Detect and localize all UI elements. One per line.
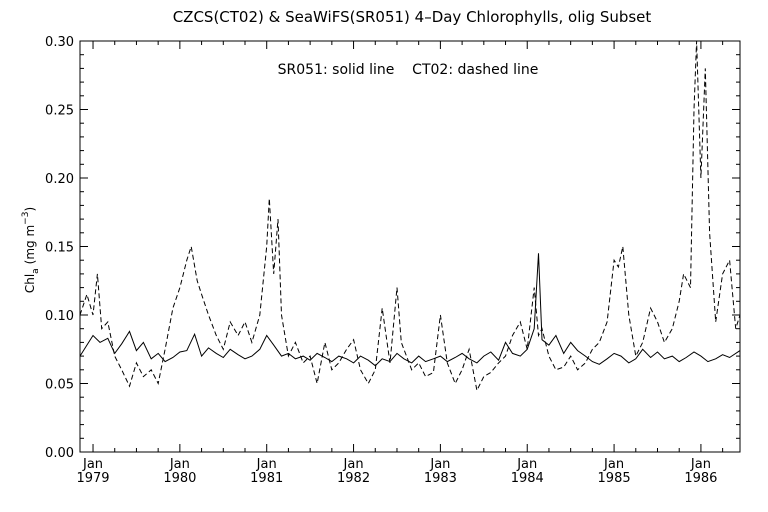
y-axis-label-sub: a (31, 268, 41, 274)
x-tick-year-label: 1984 (511, 471, 544, 486)
x-tick-month-label: Jan (82, 457, 103, 472)
x-tick-year-label: 1981 (250, 471, 283, 486)
legend-annotation: SR051: solid line CT02: dashed line (278, 62, 539, 78)
y-axis-label: Chla (mg m−3) (21, 207, 41, 293)
y-axis-label-unit: (mg m (23, 225, 37, 265)
x-tick-year-label: 1986 (684, 471, 717, 486)
chart-title: CZCS(CT02) & SeaWiFS(SR051) 4–Day Chloro… (173, 8, 652, 26)
y-axis-label-main: Chl (23, 274, 37, 293)
x-tick-year-label: 1982 (337, 471, 370, 486)
x-tick-month-label: Jan (690, 457, 711, 472)
y-axis-ticks: 0.00 0.05 0.10 0.15 0.20 0.25 0.30 (45, 35, 740, 461)
x-tick-month-label: Jan (429, 457, 450, 472)
series-layer (79, 40, 741, 392)
y-tick-label: 0.00 (45, 446, 74, 461)
series-line-sr051 (79, 253, 741, 367)
x-axis-ticks: Jan1979Jan1980Jan1981Jan1982Jan1983Jan19… (76, 41, 724, 486)
y-axis-label-sup: −3 (21, 212, 31, 225)
x-tick-month-label: Jan (169, 457, 190, 472)
y-tick-label: 0.10 (45, 309, 74, 324)
y-tick-label: 0.05 (45, 378, 74, 393)
y-tick-label: 0.30 (45, 35, 74, 50)
x-tick-year-label: 1979 (76, 471, 109, 486)
plot-border (79, 40, 741, 453)
y-tick-label: 0.15 (45, 241, 74, 256)
y-tick-label: 0.20 (45, 172, 74, 187)
plot-frame (79, 40, 741, 453)
x-tick-month-label: Jan (256, 457, 277, 472)
x-tick-month-label: Jan (343, 457, 364, 472)
x-tick-year-label: 1980 (163, 471, 196, 486)
x-tick-month-label: Jan (516, 457, 537, 472)
x-tick-year-label: 1985 (598, 471, 631, 486)
series-line-ct02 (79, 40, 741, 392)
y-tick-label: 0.25 (45, 104, 74, 119)
x-tick-year-label: 1983 (424, 471, 457, 486)
x-tick-month-label: Jan (603, 457, 624, 472)
y-axis-label-close: ) (23, 207, 37, 212)
